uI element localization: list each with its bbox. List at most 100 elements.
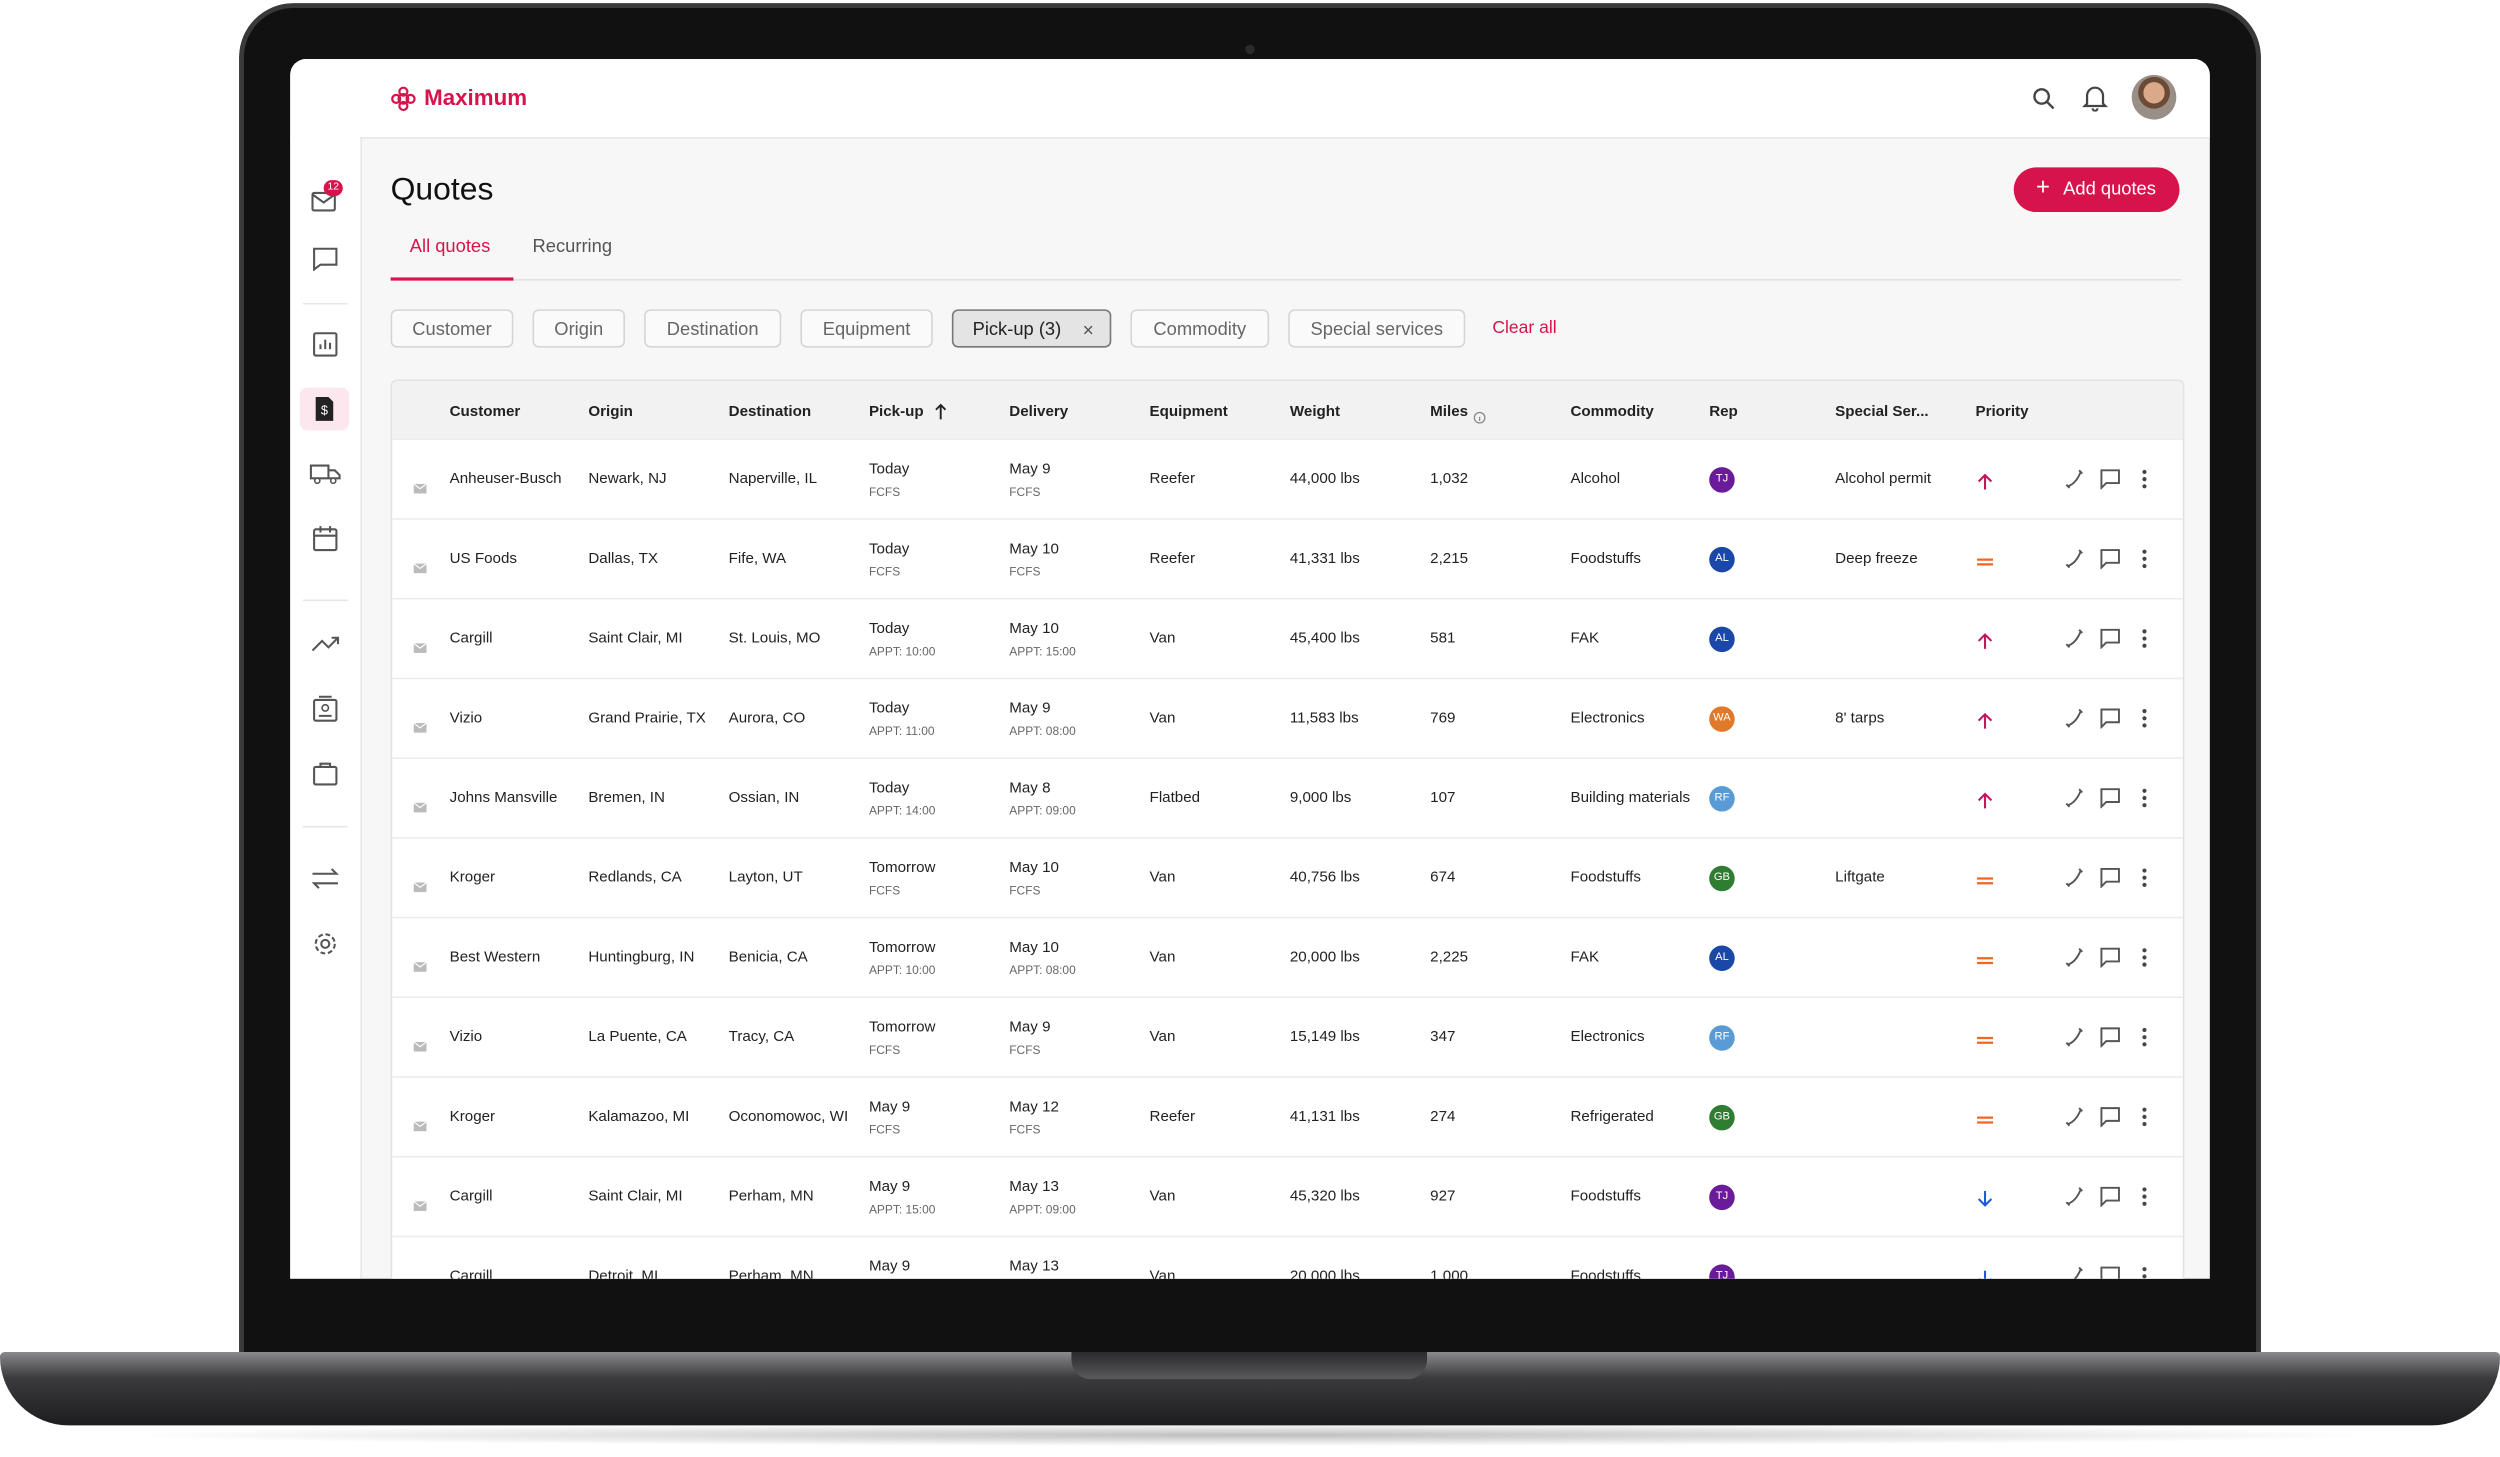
column-header[interactable]: Miles <box>1430 403 1469 421</box>
more-icon[interactable] <box>2141 947 2147 968</box>
quotes-icon[interactable]: $ <box>314 395 335 422</box>
table-row[interactable]: Anheuser-Busch Newark, NJ Naperville, IL To… <box>392 438 2183 519</box>
more-icon[interactable] <box>2141 1027 2147 1048</box>
more-icon[interactable] <box>2141 1266 2147 1279</box>
truck-icon[interactable] <box>309 461 341 487</box>
transfer-icon[interactable] <box>309 866 341 892</box>
table-row[interactable]: Cargill Saint Clair, MI St. Louis, MO Today… <box>392 597 2183 679</box>
tab[interactable]: All quotes <box>409 237 491 257</box>
table-row[interactable]: Kroger Redlands, CA Layton, UT Tomorrow FCFS… <box>392 837 2183 918</box>
column-header[interactable]: Rep <box>1709 403 1738 421</box>
call-icon[interactable] <box>2065 469 2084 490</box>
message-icon[interactable] <box>2100 1266 2121 1279</box>
call-icon[interactable] <box>2065 708 2084 729</box>
clear-all-link[interactable]: Clear all <box>1492 318 1557 339</box>
tab[interactable]: Recurring <box>532 237 613 257</box>
cell-commodity: FAK <box>1570 629 1600 648</box>
column-header[interactable]: Priority <box>1975 403 2029 421</box>
column-header[interactable]: Weight <box>1289 403 1341 421</box>
sort-arrow[interactable] <box>934 400 947 420</box>
column-header[interactable]: Delivery <box>1009 403 1069 421</box>
rep-avatar[interactable]: RF <box>1709 1025 1735 1051</box>
briefcase-icon[interactable] <box>311 759 340 788</box>
logo-text[interactable]: Maximum <box>424 84 528 111</box>
message-icon[interactable] <box>2100 788 2121 810</box>
table-row[interactable]: Johns Mansville Bremen, IN Ossian, IN Today… <box>392 757 2183 838</box>
more-icon[interactable] <box>2141 708 2147 729</box>
chat-icon[interactable] <box>311 246 340 272</box>
calendar-icon[interactable] <box>311 525 340 554</box>
more-icon[interactable] <box>2141 867 2147 888</box>
chip-remove[interactable]: × <box>1082 318 1094 342</box>
call-icon[interactable] <box>2065 1107 2084 1128</box>
table-row[interactable]: Kroger Kalamazoo, MI Oconomowoc, WI May 9 FC… <box>392 1076 2183 1157</box>
filter-chip[interactable]: Origin <box>532 309 626 348</box>
message-icon[interactable] <box>2100 628 2121 650</box>
call-icon[interactable] <box>2065 1186 2084 1207</box>
reports-icon[interactable] <box>311 332 340 358</box>
more-icon[interactable] <box>2141 469 2147 490</box>
rep-avatar[interactable]: AL <box>1709 945 1735 971</box>
call-icon[interactable] <box>2065 1027 2084 1048</box>
add-quotes-button[interactable]: + Add quotes <box>2013 167 2180 213</box>
more-icon[interactable] <box>2141 1107 2147 1128</box>
column-header[interactable]: Special Ser... <box>1835 403 1929 421</box>
table-row[interactable]: Vizio La Puente, CA Tracy, CA Tomorrow FCFS M… <box>392 996 2183 1078</box>
rep-avatar[interactable]: TJ <box>1709 467 1735 493</box>
call-icon[interactable] <box>2065 947 2084 968</box>
avatar[interactable] <box>2131 74 2177 120</box>
trend-icon[interactable] <box>309 631 341 657</box>
message-icon[interactable] <box>2100 1027 2121 1049</box>
settings-icon[interactable] <box>311 930 340 959</box>
column-header[interactable]: Pick-up <box>868 403 924 421</box>
call-icon[interactable] <box>2065 548 2084 569</box>
rep-avatar[interactable]: AL <box>1709 546 1735 573</box>
call-icon[interactable] <box>2065 867 2084 888</box>
rep-avatar[interactable]: GB <box>1709 1104 1735 1131</box>
filter-chip[interactable]: Customer <box>390 309 514 348</box>
more-icon[interactable] <box>2141 548 2147 569</box>
rep-avatar[interactable]: GB <box>1709 865 1735 892</box>
filter-chip[interactable]: Special services <box>1288 309 1466 348</box>
inbox-icon[interactable] <box>311 187 340 213</box>
rep-avatar[interactable]: WA <box>1709 706 1735 732</box>
filter-chip[interactable]: Equipment <box>800 309 933 348</box>
message-icon[interactable] <box>2100 708 2121 730</box>
rep-avatar[interactable]: RF <box>1709 786 1735 812</box>
column-header[interactable]: Customer <box>449 403 521 421</box>
notification-icon[interactable] <box>2082 85 2108 112</box>
filter-chip[interactable]: Destination <box>644 309 782 348</box>
message-icon[interactable] <box>2100 548 2121 570</box>
message-icon[interactable] <box>2100 1186 2121 1208</box>
column-header[interactable]: Destination <box>728 403 812 421</box>
rep-avatar[interactable]: AL <box>1709 626 1735 653</box>
table-row[interactable]: Best Western Huntingburg, IN Benicia, CA To… <box>392 916 2183 998</box>
filter-chip[interactable]: Pick-up (3) × <box>951 309 1112 348</box>
call-icon[interactable] <box>2065 628 2084 649</box>
more-icon[interactable] <box>2141 788 2147 809</box>
call-icon[interactable] <box>2065 1266 2084 1279</box>
search-icon[interactable] <box>2031 86 2057 112</box>
cell-destination: Fife, WA <box>728 550 787 568</box>
filter-chip[interactable]: Commodity <box>1130 309 1270 348</box>
column-header[interactable]: Origin <box>588 403 633 421</box>
cell-customer: Cargill <box>449 1267 493 1279</box>
message-icon[interactable] <box>2100 867 2121 889</box>
table-row[interactable]: Cargill Detroit, MI Perham, MN May 9 May 13 V… <box>392 1235 2183 1279</box>
column-header[interactable]: Commodity <box>1570 403 1654 421</box>
table-row[interactable]: Vizio Grand Prairie, TX Aurora, CO Today APP… <box>392 677 2183 759</box>
rep-avatar[interactable]: TJ <box>1709 1264 1735 1279</box>
message-icon[interactable] <box>2100 469 2121 491</box>
priority-icon <box>1975 869 1994 888</box>
call-icon[interactable] <box>2065 788 2084 809</box>
more-icon[interactable] <box>2141 628 2147 649</box>
contacts-icon[interactable] <box>311 695 340 724</box>
column-header[interactable]: Equipment <box>1149 403 1228 421</box>
table-row[interactable]: US Foods Dallas, TX Fife, WA Today FCFS May 1… <box>392 518 2183 599</box>
message-icon[interactable] <box>2100 1107 2121 1128</box>
cell-special: Liftgate <box>1835 868 1885 887</box>
rep-avatar[interactable]: TJ <box>1709 1184 1735 1211</box>
table-row[interactable]: Cargill Saint Clair, MI Perham, MN May 9 APP… <box>392 1155 2183 1237</box>
more-icon[interactable] <box>2141 1186 2147 1207</box>
message-icon[interactable] <box>2100 947 2121 969</box>
